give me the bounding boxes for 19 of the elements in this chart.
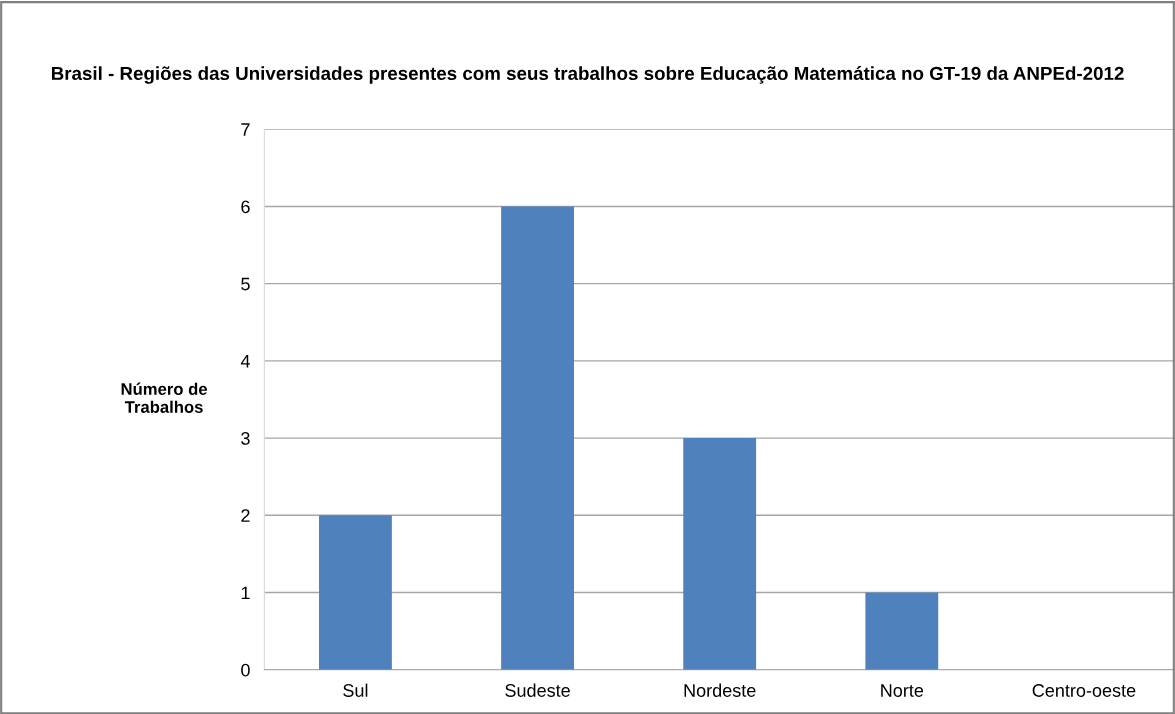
x-tick-label: Nordeste: [684, 683, 756, 697]
y-tick-label: 7: [241, 123, 250, 136]
chart-title: Brasil - Regiões das Universidades presentes com seus trabalhos sobre Educação Matemática no GT-19 da ANPEd-2012: [51, 66, 1124, 84]
x-tick-label: Sudeste: [505, 683, 570, 697]
bar: [683, 438, 757, 670]
bar: [501, 206, 574, 670]
y-tick-label: 3: [241, 432, 250, 445]
x-tick-label: Norte: [881, 684, 924, 697]
y-tick-label: 2: [241, 509, 250, 522]
x-tick-label: Centro-oeste: [1032, 684, 1136, 697]
y-tick-label: 1: [241, 586, 250, 600]
y-tick-label: 0: [241, 663, 250, 677]
bar: [865, 592, 939, 670]
y-tick-label: 6: [241, 200, 250, 214]
y-axis-title: Número de Trabalhos: [121, 382, 208, 413]
y-tick-label: 4: [240, 355, 250, 368]
bar: [319, 515, 392, 670]
y-tick-label: 5: [241, 277, 250, 291]
x-tick-label: Sul: [343, 683, 368, 697]
